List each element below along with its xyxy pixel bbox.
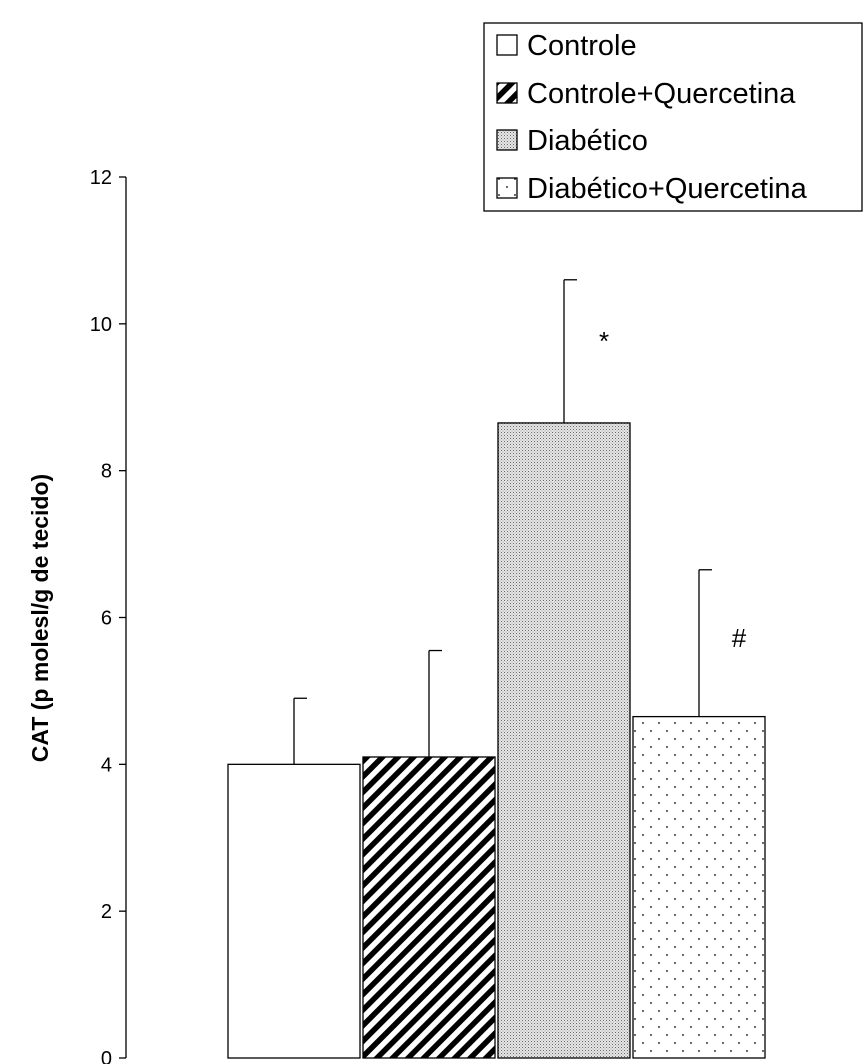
y-tick-label: 12 (90, 167, 112, 189)
y-axis-label: CAT (p molesl/g de tecido) (27, 474, 53, 762)
legend-swatch (496, 82, 518, 104)
bar (362, 756, 496, 1059)
legend-box (483, 22, 863, 212)
legend-swatch (496, 177, 518, 199)
bar-group (227, 697, 361, 1059)
bar-group: * (497, 279, 631, 1059)
bars: *# (227, 279, 766, 1059)
significance-marker: * (599, 326, 609, 356)
legend-swatch (496, 129, 518, 151)
bar-group: # (632, 569, 766, 1059)
legend-item: Diabético (496, 125, 648, 157)
y-tick-label: 8 (101, 461, 112, 483)
legend: Controle Controle+Quercetina Diabético Diab… (483, 22, 863, 212)
bar (632, 715, 766, 1059)
legend-item: Controle (496, 30, 637, 62)
legend-item: Diabético+Quercetina (496, 173, 808, 205)
y-tick-label: 0 (101, 1048, 112, 1064)
y-tick-label: 6 (101, 608, 112, 630)
bar (497, 422, 631, 1059)
y-tick-label: 2 (101, 901, 112, 923)
bar-group (362, 649, 496, 1059)
legend-label: Diabético (527, 125, 648, 157)
significance-marker: # (732, 623, 747, 653)
legend-swatch (496, 34, 518, 56)
y-tick-label: 4 (101, 754, 112, 776)
y-ticks: 0 2 4 6 8 10 12 (90, 167, 126, 1064)
y-axis: 0 2 4 6 8 10 12 (90, 167, 127, 1064)
bar (227, 763, 361, 1059)
legend-label: Controle+Quercetina (527, 78, 796, 110)
legend-label: Diabético+Quercetina (527, 173, 808, 205)
legend-item: Controle+Quercetina (496, 78, 796, 110)
y-tick-label: 10 (90, 314, 112, 336)
legend-label: Controle (527, 30, 637, 62)
